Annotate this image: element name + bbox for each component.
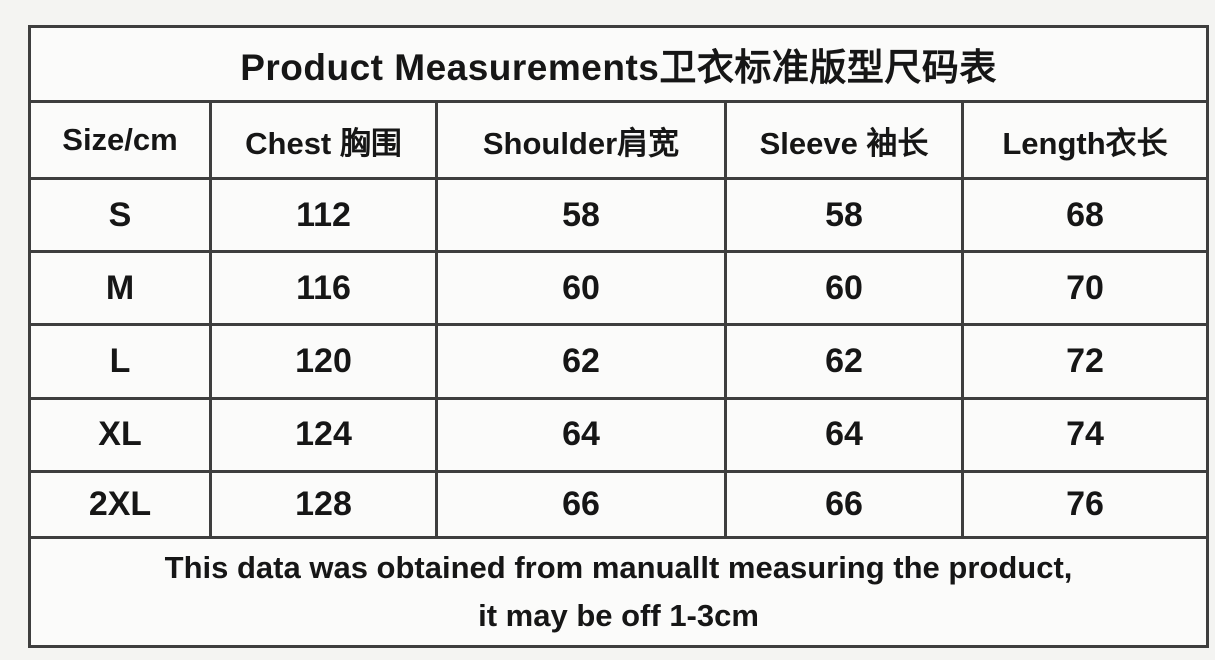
cell-shoulder: 58 xyxy=(435,177,727,254)
column-header-sleeve: Sleeve 袖长 xyxy=(724,100,964,181)
product-measurements-table: Product Measurements卫衣标准版型尺码表 Size/cm Ch… xyxy=(27,24,1210,649)
cell-length: 74 xyxy=(960,396,1210,473)
table-row-xl: XL 124 64 64 74 xyxy=(28,396,1210,473)
cell-chest: 116 xyxy=(209,250,438,327)
cell-size: L xyxy=(28,323,212,400)
table-row-2xl: 2XL 128 66 66 76 xyxy=(28,469,1210,539)
cell-sleeve: 62 xyxy=(724,323,964,400)
table-row-l: L 120 62 62 72 xyxy=(28,323,1210,400)
measurement-disclaimer: This data was obtained from manuallt mea… xyxy=(33,549,1205,633)
cell-length: 70 xyxy=(960,250,1210,327)
cell-sleeve: 58 xyxy=(724,177,964,254)
cell-length: 76 xyxy=(960,469,1210,539)
column-header-length: Length衣长 xyxy=(960,100,1210,181)
cell-sleeve: 60 xyxy=(724,250,964,327)
column-header-size: Size/cm xyxy=(28,100,212,181)
table-header-row: Size/cm Chest 胸围 Shoulder肩宽 Sleeve 袖长 Le… xyxy=(28,100,1210,181)
table-title-row: Product Measurements卫衣标准版型尺码表 xyxy=(27,24,1210,104)
cell-length: 72 xyxy=(960,323,1210,400)
cell-chest: 128 xyxy=(209,469,438,539)
cell-size: S xyxy=(28,177,212,254)
disclaimer-line-1: This data was obtained from manuallt mea… xyxy=(164,549,1073,585)
cell-chest: 112 xyxy=(209,177,438,254)
cell-shoulder: 66 xyxy=(435,469,727,539)
cell-sleeve: 64 xyxy=(724,396,964,473)
column-header-chest: Chest 胸围 xyxy=(209,100,438,181)
column-header-shoulder: Shoulder肩宽 xyxy=(435,100,727,181)
cell-chest: 124 xyxy=(209,396,438,473)
cell-size: XL xyxy=(28,396,212,473)
cell-size: 2XL xyxy=(28,469,212,539)
cell-chest: 120 xyxy=(209,323,438,400)
cell-shoulder: 64 xyxy=(435,396,727,473)
cell-shoulder: 60 xyxy=(435,250,727,327)
cell-sleeve: 66 xyxy=(724,469,964,539)
disclaimer-line-2: it may be off 1-3cm xyxy=(478,597,759,633)
table-footnote-row: This data was obtained from manuallt mea… xyxy=(27,535,1210,649)
cell-size: M xyxy=(28,250,212,327)
cell-shoulder: 62 xyxy=(435,323,727,400)
table-title: Product Measurements卫衣标准版型尺码表 xyxy=(27,24,1210,104)
table-row-m: M 116 60 60 70 xyxy=(28,250,1210,327)
table-row-s: S 112 58 58 68 xyxy=(28,177,1210,254)
cell-length: 68 xyxy=(960,177,1210,254)
